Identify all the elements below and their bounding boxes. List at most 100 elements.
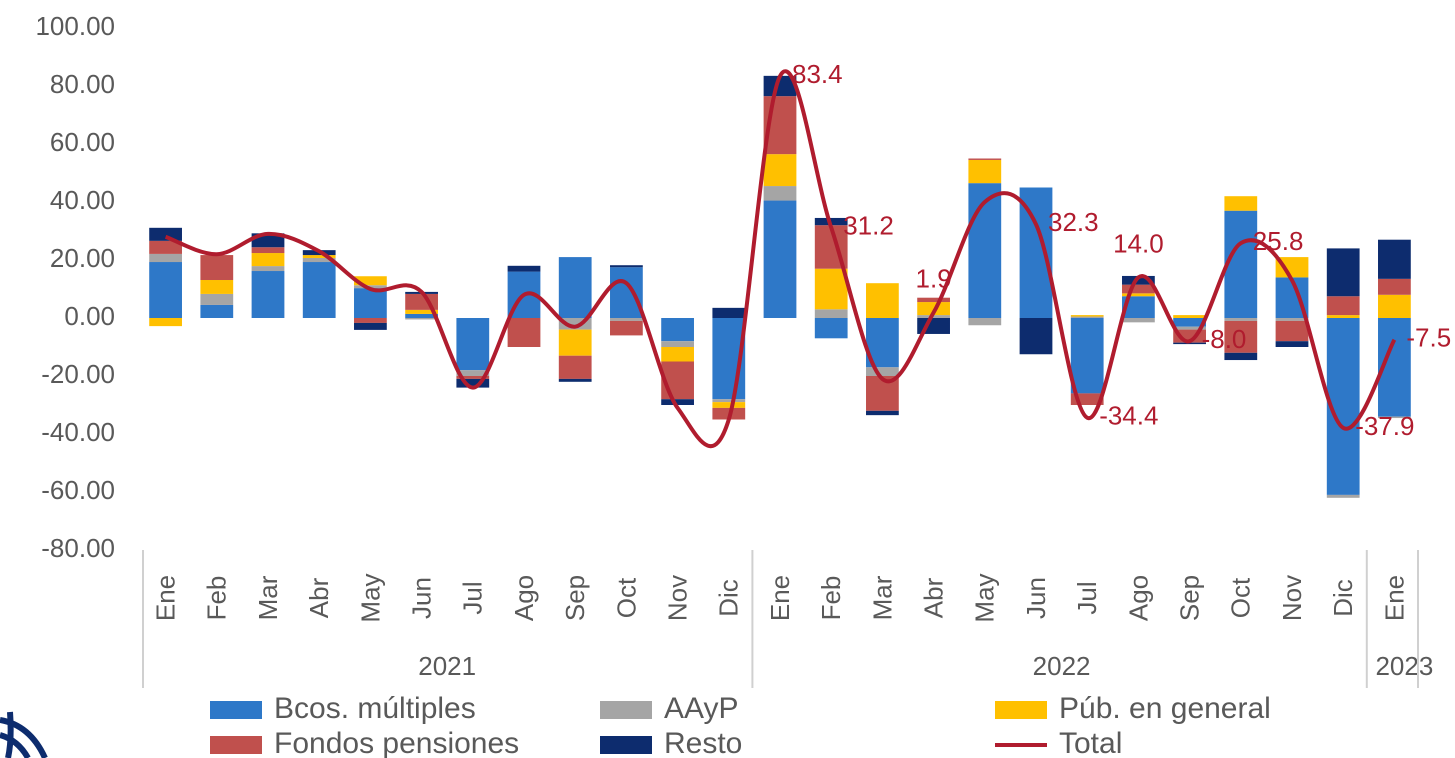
bar	[1326, 494, 1360, 498]
year-label: 2022	[1033, 651, 1091, 681]
y-tick-label: -60.00	[41, 475, 115, 505]
x-tick-label: Mar	[867, 575, 897, 620]
bar	[558, 329, 592, 356]
x-tick-label: Oct	[1226, 577, 1256, 618]
data-label: 1.9	[916, 263, 952, 293]
bar	[1173, 315, 1206, 318]
bar	[968, 159, 1002, 184]
bar	[251, 266, 285, 272]
bar	[1275, 257, 1309, 278]
x-tick-label: Abr	[304, 577, 334, 618]
bar	[456, 370, 490, 376]
bar	[558, 355, 592, 379]
bar	[302, 262, 336, 318]
bar	[712, 399, 746, 403]
x-tick-label: Nov	[1277, 575, 1307, 621]
bar	[405, 313, 438, 318]
bar	[1326, 296, 1360, 316]
bar	[354, 285, 387, 289]
bar	[763, 154, 797, 187]
y-tick-label: -80.00	[41, 533, 115, 563]
x-tick-label: Ene	[1379, 575, 1409, 621]
x-tick-label: Jul	[458, 581, 488, 614]
legend-swatch	[600, 701, 652, 719]
bar	[1122, 293, 1155, 297]
year-label: 2023	[1375, 651, 1433, 681]
bar	[200, 293, 234, 305]
data-label: -8.0	[1202, 324, 1247, 354]
y-tick-label: 80.00	[50, 69, 115, 99]
bar	[1378, 278, 1411, 295]
bar	[405, 318, 438, 320]
bar	[354, 288, 387, 318]
bar	[1224, 210, 1258, 318]
x-tick-label: Mar	[253, 575, 283, 620]
x-tick-label: Sep	[560, 575, 590, 621]
bar	[968, 158, 1002, 160]
x-tick-label: Oct	[611, 577, 641, 618]
x-tick-label: Sep	[1174, 575, 1204, 621]
y-tick-label: 0.00	[64, 301, 115, 331]
bar	[456, 376, 490, 379]
x-tick-label: Ene	[765, 575, 795, 621]
data-label: 14.0	[1113, 228, 1164, 258]
bar	[1326, 248, 1360, 297]
bar	[251, 271, 285, 318]
x-tick-label: Abr	[918, 577, 948, 618]
bar	[763, 186, 797, 201]
bar	[1275, 318, 1309, 321]
year-label: 2021	[418, 651, 476, 681]
legend-swatch	[995, 701, 1047, 719]
bar	[405, 309, 438, 314]
bar	[558, 378, 592, 382]
bar	[1070, 316, 1104, 318]
data-label: -37.9	[1355, 411, 1414, 441]
bar	[661, 347, 694, 362]
bar	[712, 402, 746, 408]
bar	[814, 318, 848, 339]
x-tick-label: Feb	[202, 576, 232, 621]
bar	[149, 240, 182, 254]
bar	[302, 255, 336, 258]
legend-label: AAyP	[664, 692, 739, 725]
bar	[149, 262, 182, 318]
total-line	[164, 69, 1397, 449]
x-tick-label: May	[355, 573, 385, 622]
bar	[866, 367, 899, 376]
bar	[661, 341, 694, 347]
data-label: -7.5	[1406, 323, 1451, 353]
bar	[1070, 393, 1104, 405]
bar	[763, 75, 797, 97]
bar	[814, 309, 848, 318]
bar	[1019, 318, 1053, 355]
bar	[712, 307, 746, 318]
x-tick-label: Jun	[406, 577, 436, 619]
bar	[1122, 296, 1155, 318]
bar	[558, 318, 592, 330]
data-label: 83.4	[792, 59, 843, 89]
legend-label: Bcos. múltiples	[274, 692, 476, 725]
bar	[1122, 284, 1155, 294]
bar	[763, 200, 797, 318]
bar	[1173, 342, 1206, 345]
bar	[1378, 416, 1411, 419]
x-tick-label: Feb	[816, 576, 846, 621]
y-tick-label: -40.00	[41, 417, 115, 447]
bar	[1173, 318, 1206, 327]
bar	[1224, 318, 1258, 321]
bar	[1378, 294, 1411, 318]
bar	[558, 257, 592, 318]
bar	[1326, 315, 1360, 318]
bar	[251, 253, 285, 267]
bar	[1224, 320, 1258, 353]
x-tick-label: Jun	[1021, 577, 1051, 619]
bar	[1224, 352, 1258, 361]
legend-label: Púb. en general	[1059, 692, 1271, 725]
x-tick-label: Nov	[662, 575, 692, 621]
bar	[456, 378, 490, 388]
y-tick-label: -20.00	[41, 359, 115, 389]
bar	[814, 268, 848, 310]
bar	[456, 318, 490, 371]
bar	[968, 183, 1002, 318]
legend-label: Fondos pensiones	[274, 727, 519, 758]
